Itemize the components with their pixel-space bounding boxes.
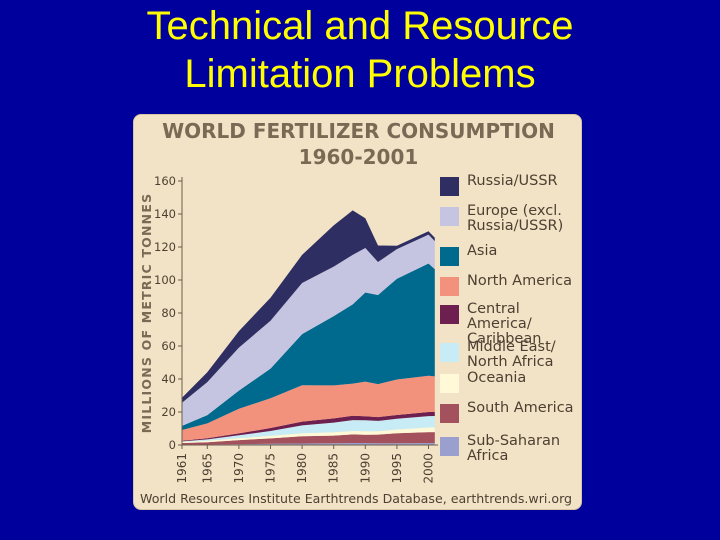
y-tick-label: 140 — [154, 207, 176, 221]
x-tick-label: 1995 — [390, 453, 404, 484]
y-tick-label: 160 — [154, 174, 176, 188]
y-tick-label: 40 — [161, 372, 176, 386]
legend-swatch — [440, 437, 459, 456]
x-tick-label: 1985 — [327, 453, 341, 484]
legend-label: Russia/USSR — [467, 173, 558, 189]
y-tick-label: 60 — [161, 339, 176, 353]
area-asia — [182, 263, 435, 430]
chart-figure: WORLD FERTILIZER CONSUMPTION 1960-2001 0… — [133, 114, 582, 510]
x-tick-label: 1975 — [263, 453, 277, 484]
x-tick-label: 1961 — [175, 453, 189, 484]
stacked-area-chart: 0 20 40 60 80 100 120 140 160 1961 1965 1970 1975 198… — [139, 174, 438, 484]
area-middle-east-north-africa — [182, 416, 435, 442]
y-tick-label: 100 — [154, 273, 176, 287]
legend-swatch — [440, 177, 459, 196]
y-tick-label: 0 — [169, 438, 176, 452]
area-oceania — [182, 427, 435, 443]
x-tick-label: 2000 — [422, 453, 436, 484]
legend-label: North America — [467, 273, 572, 289]
x-tick-label: 1965 — [200, 453, 214, 484]
source-credit: World Resources Institute Earthtrends Da… — [140, 491, 573, 506]
y-tick-label: 20 — [161, 405, 176, 419]
x-tick-label: 1990 — [358, 453, 372, 484]
area-north-america — [182, 375, 435, 441]
legend-label: South America — [467, 400, 574, 416]
area-europe-excl-russia-ussr — [182, 234, 435, 426]
legend-label: Middle East/North Africa — [467, 339, 556, 370]
legend-label: Sub-Saharan Africa — [467, 433, 561, 464]
slide-title-line-2: Limitation Problems — [184, 52, 536, 96]
legend-swatch — [440, 343, 459, 362]
x-tick-label: 1980 — [295, 453, 309, 484]
legend-label: Asia — [467, 243, 498, 259]
legend-swatch — [440, 305, 459, 324]
legend-swatch — [440, 374, 459, 393]
legend-swatch — [440, 277, 459, 296]
slide-title: Technical and Resource Limitation Proble… — [0, 2, 720, 98]
chart-subtitle: 1960-2001 — [298, 145, 419, 169]
legend-swatch — [440, 207, 459, 226]
legend-label: Europe (excl. Russia/USSR) — [467, 203, 564, 234]
slide-title-line-1: Technical and Resource — [146, 4, 574, 48]
chart-title: WORLD FERTILIZER CONSUMPTION — [162, 119, 555, 143]
y-axis-label: MILLIONS OF METRIC TONNES — [139, 193, 154, 434]
legend-label: Central America/Caribbean — [467, 301, 542, 347]
legend-swatch — [440, 404, 459, 423]
y-tick-label: 80 — [161, 306, 176, 320]
legend-label: Oceania — [467, 370, 527, 386]
y-tick-label: 120 — [154, 240, 176, 254]
x-tick-label: 1970 — [232, 453, 246, 484]
area-central-america-caribbean — [182, 411, 435, 442]
legend-swatch — [440, 247, 459, 266]
area-south-america — [182, 432, 435, 445]
